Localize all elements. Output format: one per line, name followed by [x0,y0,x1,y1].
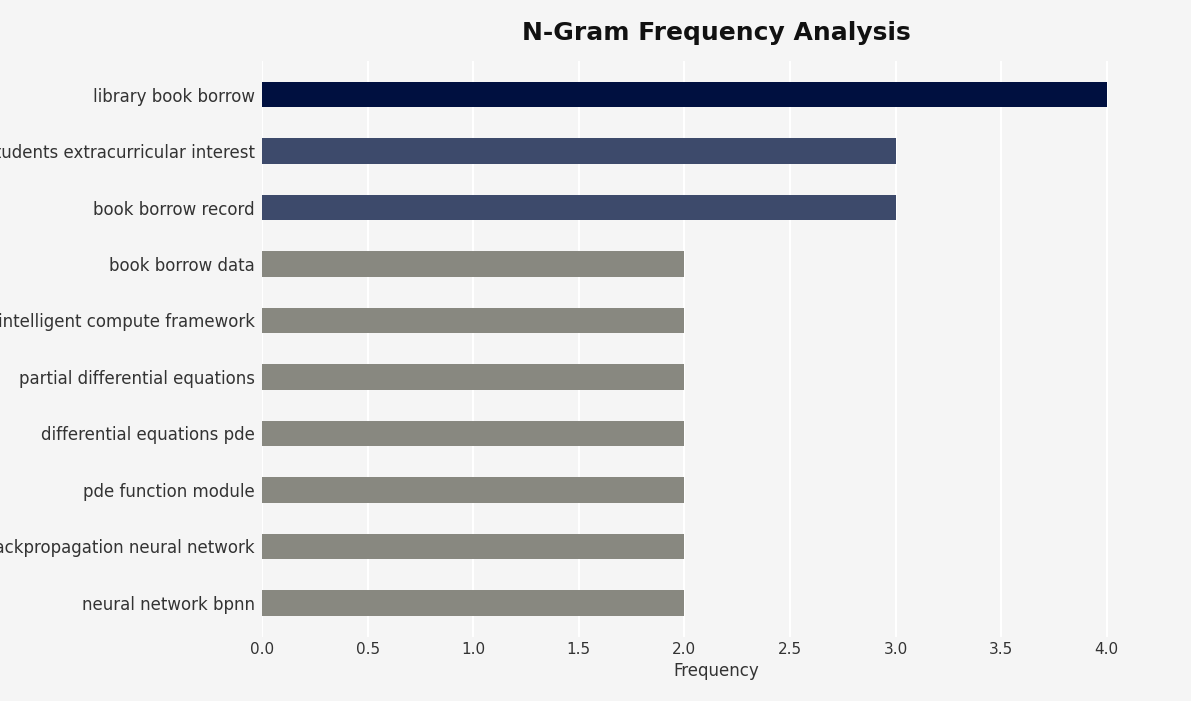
Title: N-Gram Frequency Analysis: N-Gram Frequency Analysis [522,21,910,45]
Bar [262,590,685,615]
Bar [262,251,685,277]
Bar [262,533,685,559]
Bar [262,421,685,446]
Bar [262,477,685,503]
Bar [262,138,896,164]
Bar [262,308,685,333]
Bar [262,195,896,220]
Bar [262,365,685,390]
Bar [262,82,1106,107]
X-axis label: Frequency: Frequency [673,662,759,680]
